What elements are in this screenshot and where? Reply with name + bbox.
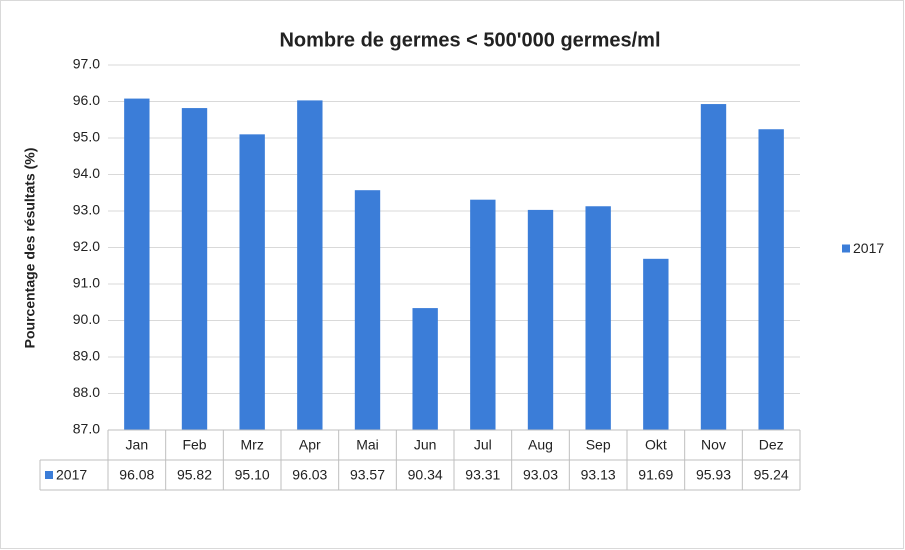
x-tick-label: Apr <box>299 437 321 453</box>
table-series-name: 2017 <box>56 467 87 483</box>
table-value: 95.24 <box>754 467 789 483</box>
table-value: 91.69 <box>638 467 673 483</box>
table-value: 95.10 <box>235 467 270 483</box>
table-value: 96.08 <box>119 467 154 483</box>
bar <box>527 209 554 430</box>
table-value: 93.31 <box>465 467 500 483</box>
table-legend-key <box>45 471 53 479</box>
table-value: 93.13 <box>581 467 616 483</box>
bar <box>297 100 323 430</box>
table-value: 95.82 <box>177 467 212 483</box>
y-tick-label: 97.0 <box>73 56 100 72</box>
x-tick-label: Nov <box>701 437 726 453</box>
legend-key <box>842 244 850 253</box>
x-tick-label: Sep <box>586 437 611 453</box>
bar <box>758 129 784 431</box>
bar <box>124 98 150 430</box>
y-tick-label: 90.0 <box>73 311 100 327</box>
x-tick-label: Mrz <box>241 437 264 453</box>
y-tick-label: 92.0 <box>73 238 100 254</box>
bar <box>585 206 611 430</box>
table-value: 96.03 <box>292 467 327 483</box>
bar <box>643 258 669 430</box>
table-value: 95.93 <box>696 467 731 483</box>
table-value: 93.57 <box>350 467 385 483</box>
x-tick-label: Mai <box>356 437 379 453</box>
y-axis-label: Pourcentage des résultats (%) <box>22 148 38 349</box>
chart-title: Nombre de germes < 500'000 germes/ml <box>279 29 660 51</box>
y-tick-label: 89.0 <box>73 348 100 364</box>
x-tick-label: Okt <box>645 437 667 453</box>
x-tick-label: Jul <box>474 437 492 453</box>
y-tick-label: 96.0 <box>73 92 100 108</box>
y-tick-label: 95.0 <box>73 129 100 145</box>
y-tick-label: 87.0 <box>73 421 100 437</box>
y-tick-label: 91.0 <box>73 275 100 291</box>
x-tick-label: Jun <box>414 437 437 453</box>
bar <box>470 199 496 430</box>
bar <box>239 134 265 430</box>
x-tick-label: Feb <box>182 437 206 453</box>
bar <box>700 104 727 431</box>
x-tick-label: Dez <box>759 437 784 453</box>
bar <box>181 108 208 430</box>
y-tick-label: 93.0 <box>73 202 100 218</box>
table-value: 90.34 <box>408 467 443 483</box>
x-tick-label: Aug <box>528 437 553 453</box>
bar <box>354 190 381 430</box>
y-tick-label: 94.0 <box>73 165 100 181</box>
bar <box>412 308 438 430</box>
x-tick-label: Jan <box>126 437 149 453</box>
y-tick-label: 88.0 <box>73 384 100 400</box>
table-value: 93.03 <box>523 467 558 483</box>
legend-label: 2017 <box>853 240 884 256</box>
